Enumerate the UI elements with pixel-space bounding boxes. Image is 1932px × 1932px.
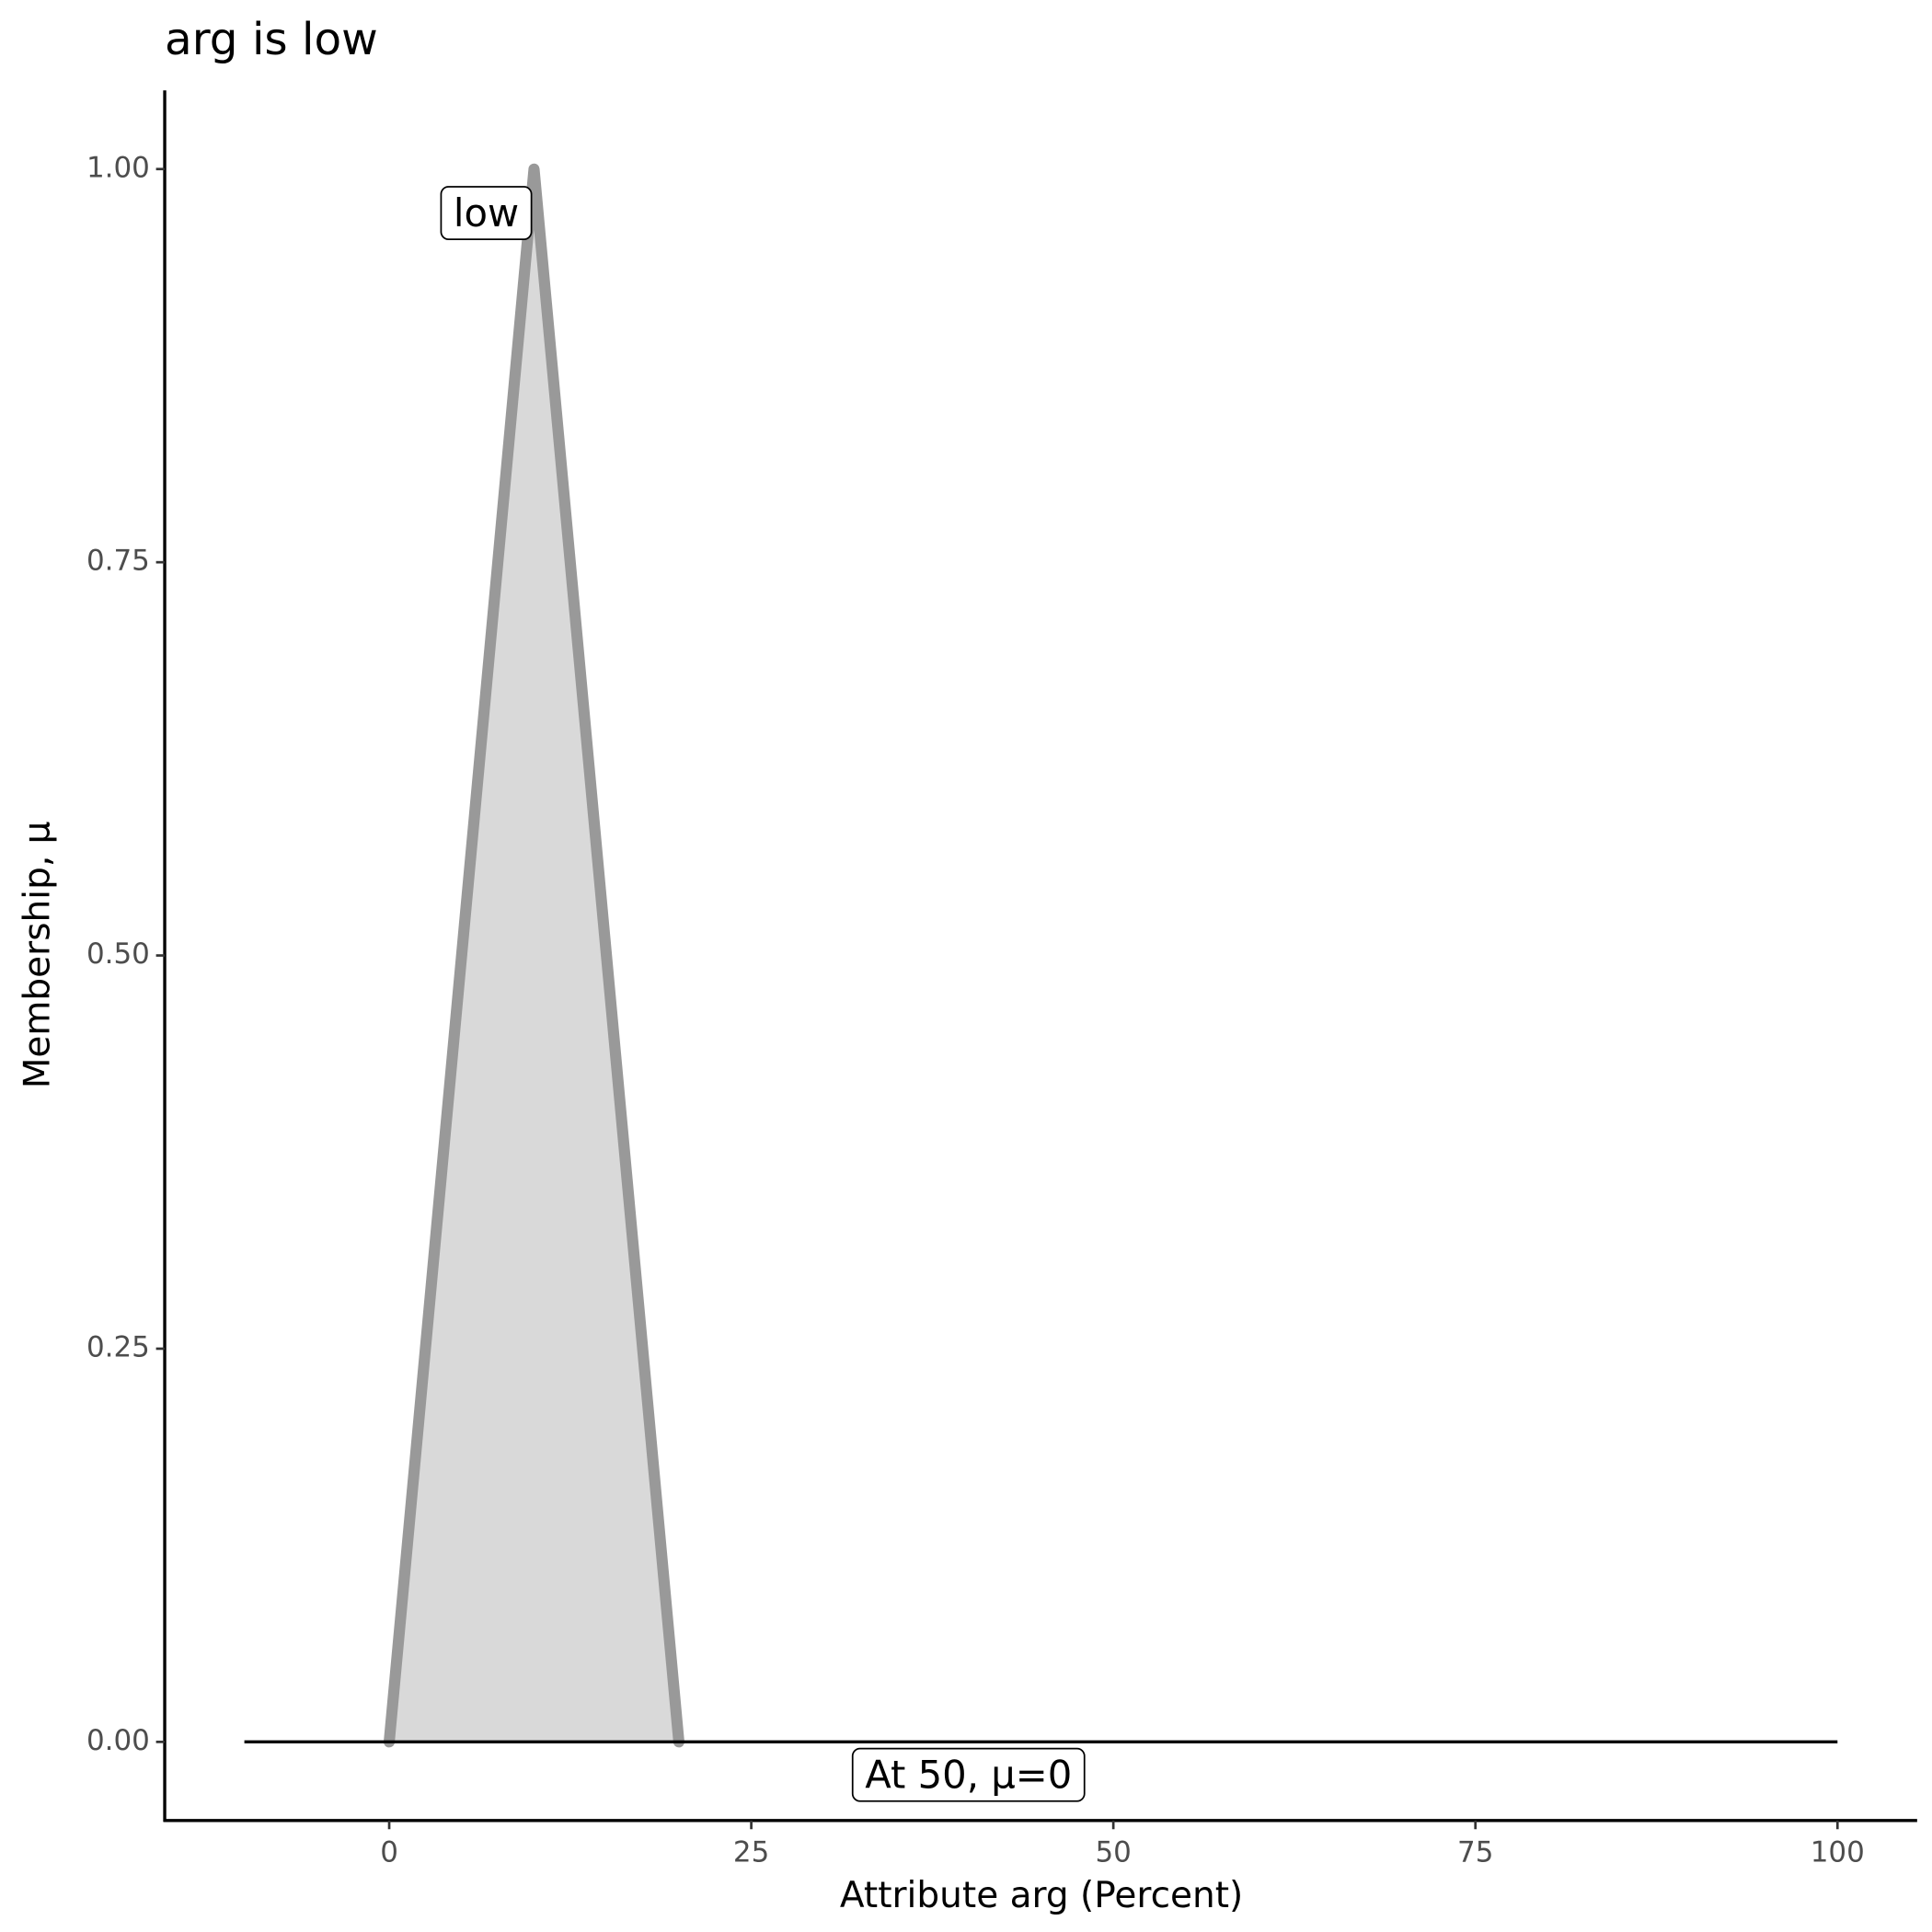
x-tick-label: 0 [380,1836,398,1869]
chart-title: arg is low [165,14,378,65]
x-tick-label: 25 [733,1836,769,1869]
annotation: low [454,190,519,236]
x-tick-label: 100 [1811,1836,1865,1869]
y-tick-label: 0.25 [86,1330,150,1363]
y-axis-title: Membership, μ [17,821,59,1088]
y-tick-label: 1.00 [86,151,150,184]
annotation-box [851,1747,1086,1802]
x-axis-title: Attribute arg (Percent) [840,1875,1243,1916]
y-tick-label: 0.50 [86,937,150,971]
area [389,168,679,1742]
y-tick-label: 0.75 [86,545,150,578]
x-tick-label: 50 [1095,1836,1131,1869]
annotation-box [440,186,533,240]
annotation: At 50, μ=0 [865,1753,1072,1798]
y-tick-label: 0.00 [86,1724,150,1757]
line [383,163,684,1748]
x-tick-label: 75 [1457,1836,1493,1869]
